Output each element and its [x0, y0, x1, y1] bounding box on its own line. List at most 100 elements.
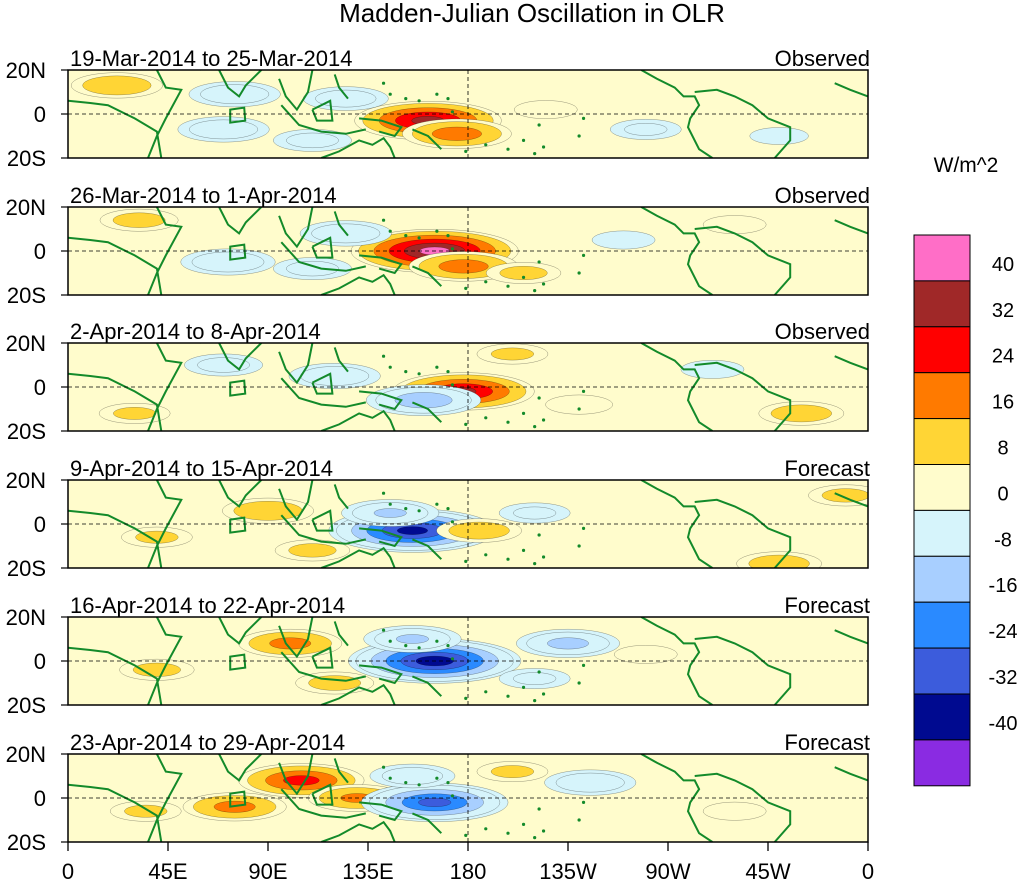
island — [506, 557, 510, 561]
coastline — [320, 273, 396, 295]
x-tick-label: 45E — [148, 859, 187, 884]
coastline — [694, 88, 792, 158]
coastlines — [68, 617, 868, 705]
island — [404, 507, 408, 511]
coastline — [412, 128, 443, 150]
index-box — [229, 516, 247, 534]
coastline — [147, 343, 183, 431]
x-tick-label: 45W — [745, 859, 790, 884]
island — [541, 418, 546, 422]
island — [464, 149, 468, 153]
y-tick-label: 0 — [34, 649, 46, 674]
panel-status: Forecast — [784, 593, 870, 618]
colorbar-tick-label: -16 — [989, 575, 1018, 597]
anomaly-blob-4 — [361, 782, 509, 822]
coastline — [218, 70, 263, 98]
coastline — [640, 343, 713, 431]
colorbar: W/m^2 40 32 24 16 8 0 -8 -16 -24 -32 -40 — [913, 154, 1018, 787]
contour-level — [545, 394, 613, 415]
coastline — [218, 207, 263, 235]
coastline — [333, 74, 349, 100]
contour-level — [749, 127, 809, 145]
island — [541, 145, 546, 149]
contour-level — [614, 645, 678, 664]
island — [484, 690, 488, 694]
contour-level — [702, 801, 767, 821]
island — [388, 639, 392, 643]
anomaly-blob-4 — [514, 100, 578, 119]
coastline — [694, 225, 792, 295]
contour-level — [191, 251, 265, 273]
island — [577, 407, 581, 411]
contour-level — [490, 347, 534, 361]
y-tick-label: 0 — [34, 512, 46, 537]
island — [388, 502, 392, 506]
coastline — [412, 401, 443, 423]
y-tick-label: 0 — [34, 786, 46, 811]
colorbar-tick-label: -8 — [994, 529, 1012, 551]
panel-2: 20N 0 20S 26-Mar-2014 to 1-Apr-2014 Observed — [6, 183, 870, 308]
coastlines — [68, 207, 868, 295]
coastline — [412, 812, 443, 834]
coastline — [280, 514, 367, 545]
panel-date-range: 19-Mar-2014 to 25-Mar-2014 — [70, 46, 352, 71]
index-box — [229, 653, 247, 671]
contour-level — [513, 672, 557, 685]
colorbar-unit-label: W/m^2 — [934, 154, 999, 177]
island — [521, 275, 526, 279]
island — [464, 696, 468, 700]
island — [537, 807, 541, 811]
island — [417, 509, 421, 513]
coastline — [640, 754, 713, 842]
coastline — [359, 527, 403, 548]
island — [484, 827, 488, 831]
contour-level — [397, 526, 428, 535]
coastline — [320, 409, 396, 431]
anomaly-blob-3 — [71, 72, 163, 99]
island — [521, 548, 526, 552]
coastline — [412, 265, 443, 287]
island — [464, 422, 468, 426]
coastline — [311, 99, 334, 122]
contour-level — [189, 119, 259, 140]
colorbar-bin-5 — [913, 418, 971, 466]
contour-level — [513, 506, 557, 520]
island — [446, 370, 450, 374]
anomaly-blob-9 — [702, 801, 767, 821]
coastline — [147, 480, 183, 568]
coastline — [834, 492, 868, 508]
island — [577, 544, 581, 548]
panel-date-range: 9-Apr-2014 to 15-Apr-2014 — [70, 456, 333, 481]
island — [521, 411, 526, 415]
colorbar-tick-label: 40 — [992, 254, 1014, 276]
island — [581, 663, 586, 667]
contour-level — [300, 366, 370, 386]
coastline — [694, 772, 792, 842]
panel-status: Forecast — [784, 456, 870, 481]
island — [417, 372, 421, 376]
anomaly-blob-4 — [238, 628, 343, 658]
coastline — [359, 664, 403, 685]
island — [533, 836, 537, 840]
island — [484, 143, 488, 147]
anomaly-blob-4 — [476, 343, 549, 365]
anomaly-blob-3 — [498, 502, 571, 524]
anomaly-blob-7 — [498, 668, 571, 689]
coastline — [278, 617, 314, 659]
island — [521, 138, 526, 142]
y-tick-label: 20S — [7, 556, 46, 581]
island — [450, 110, 455, 114]
contour-level — [286, 132, 339, 149]
island — [381, 765, 386, 769]
island — [381, 628, 386, 632]
contour-level — [821, 488, 868, 503]
y-tick-label: 20N — [6, 331, 46, 356]
colorbar-tick-label: 0 — [997, 483, 1008, 505]
island — [404, 781, 408, 785]
island — [464, 559, 468, 563]
colorbar-tick-label: 32 — [992, 300, 1014, 322]
island — [577, 271, 581, 275]
coastline — [640, 480, 713, 568]
coastline — [311, 783, 334, 806]
contour-level — [286, 260, 339, 277]
